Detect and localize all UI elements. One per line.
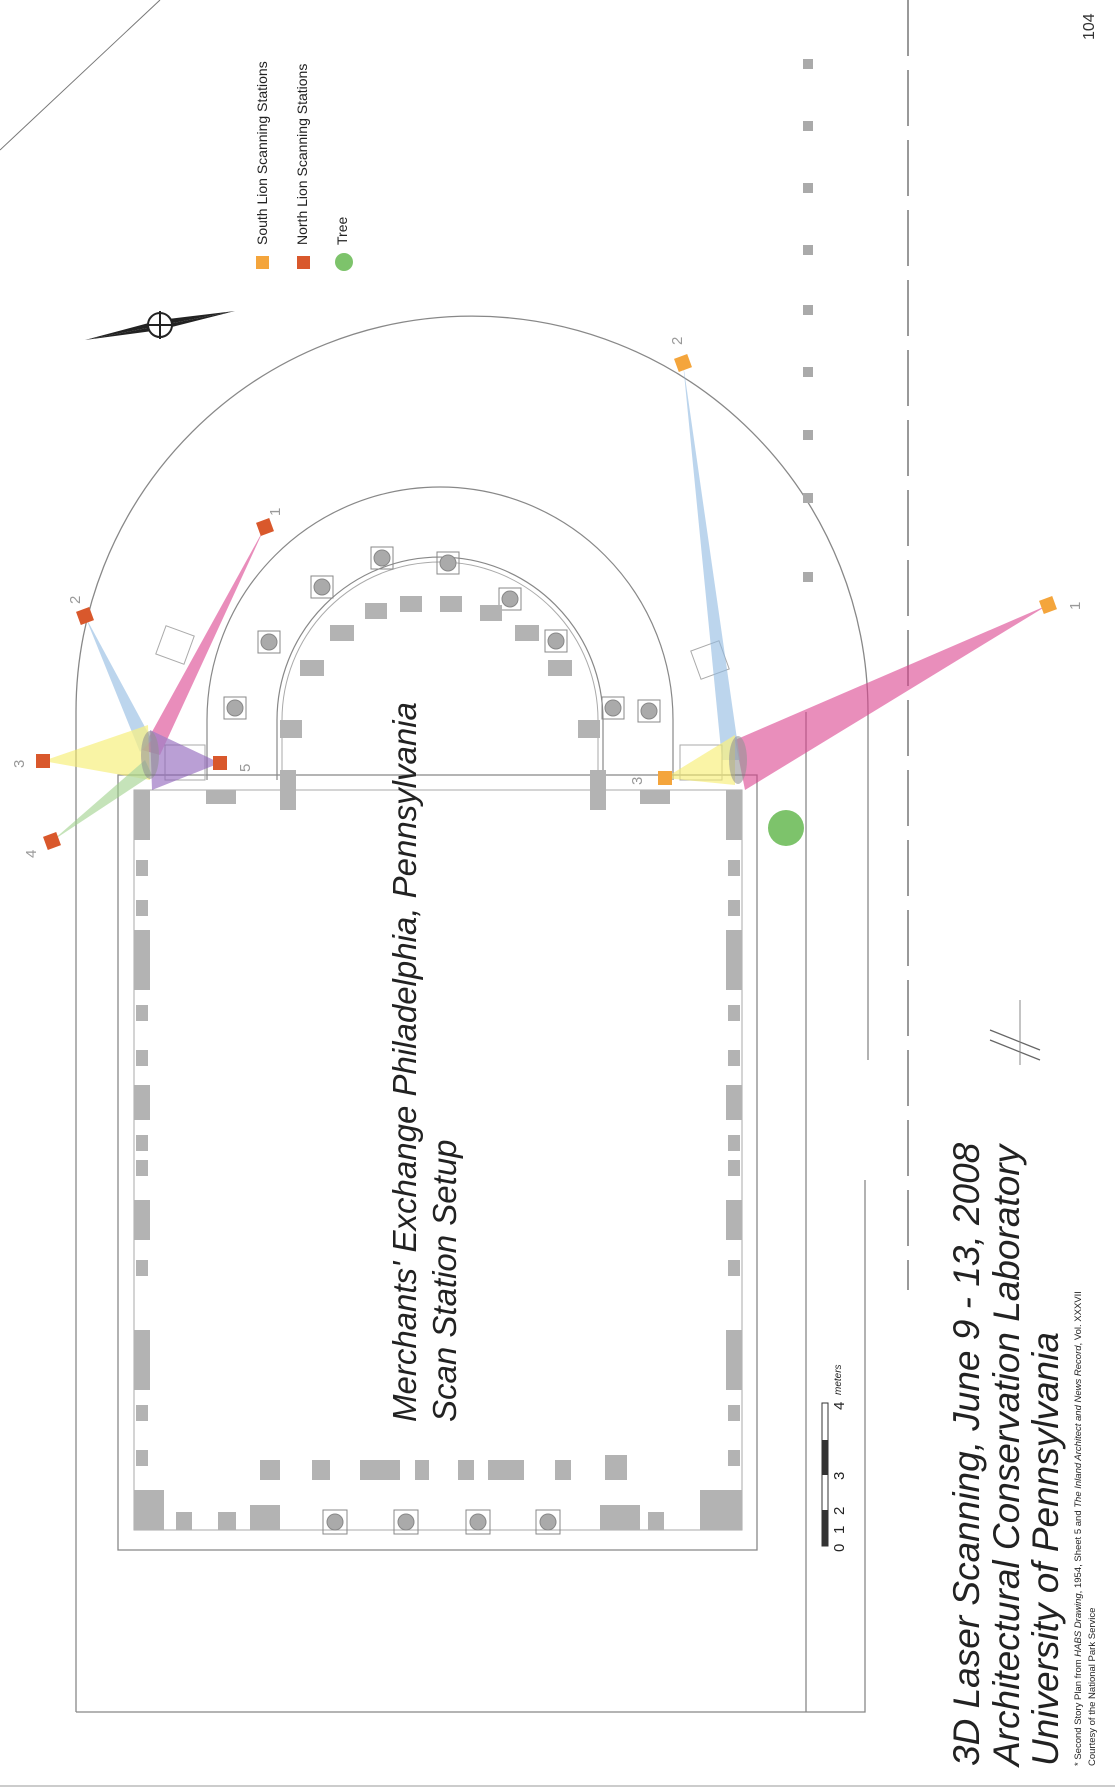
subtitle-line1: 3D Laser Scanning, June 9 - 13, 2008	[946, 1142, 987, 1766]
break-mark	[989, 1029, 1041, 1051]
site-boundary	[75, 315, 869, 1713]
drawing-title-line2: Scan Station Setup	[426, 1139, 463, 1422]
north-scan-pink	[142, 527, 265, 755]
bollard-row	[803, 59, 813, 582]
north-lion-scan-fields	[43, 527, 265, 841]
north-station-4	[43, 832, 61, 850]
north-station-1	[256, 518, 274, 536]
scale-label-3: 3	[831, 1471, 848, 1480]
footnote-line1: * Second Story Plan from HABS Drawing, 1…	[1073, 1291, 1084, 1766]
north-arrow-icon	[85, 311, 235, 340]
north-station-5	[213, 756, 227, 770]
diagonal-street-line	[0, 0, 161, 151]
tree-marker	[768, 810, 804, 846]
subtitle-line3: University of Pennsylvania	[1025, 1332, 1066, 1766]
north-scan-purple	[150, 730, 220, 790]
south-scan-blue	[683, 363, 740, 760]
south-station-3-label: 3	[629, 776, 646, 785]
south-station-1	[1039, 596, 1057, 614]
north-scan-yellow	[43, 725, 150, 780]
page-number: 104	[1081, 13, 1098, 40]
north-station-3-label: 3	[11, 759, 28, 768]
apse-colonnade	[155, 486, 730, 810]
legend-label-south: South Lion Scanning Stations	[254, 61, 270, 245]
south-lion	[729, 736, 747, 784]
south-station-2-label: 2	[669, 336, 686, 345]
north-station-2	[76, 607, 94, 625]
legend-swatch-north	[297, 256, 310, 269]
scale-label-4: 4	[831, 1401, 848, 1410]
north-scan-green	[52, 760, 152, 841]
legend-markers	[256, 253, 353, 271]
scale-label-2: 2	[831, 1506, 848, 1515]
south-station-2	[674, 354, 692, 372]
south-scan-pink	[735, 605, 1048, 790]
south-lion-scan-fields	[665, 363, 1048, 790]
legend-label-north: North Lion Scanning Stations	[294, 63, 310, 245]
subtitle-line2: Architectural Conservation Laboratory	[986, 1144, 1027, 1766]
legend-swatch-south	[256, 256, 269, 269]
north-station-3	[36, 754, 50, 768]
north-station-2-label: 2	[67, 595, 84, 604]
footnote-line2: Courtesy of the National Park Service	[1087, 1607, 1098, 1766]
south-station-1-label: 1	[1067, 601, 1084, 610]
drawing-title-line1: Merchants' Exchange Philadelphia, Pennsy…	[386, 702, 423, 1422]
south-scan-yellow	[665, 735, 735, 785]
scale-bar-graphic	[821, 1402, 829, 1547]
legend-swatch-tree	[335, 253, 353, 271]
scale-unit-label: meters	[833, 1364, 844, 1395]
south-station-3	[658, 771, 672, 785]
north-station-5-label: 5	[237, 763, 254, 772]
legend-label-tree: Tree	[334, 216, 350, 245]
north-lion	[141, 731, 159, 779]
south-lion-stations	[658, 354, 1057, 785]
north-scan-blue	[85, 616, 152, 752]
north-lion-stations	[36, 518, 274, 850]
north-station-1-label: 1	[267, 507, 284, 516]
scale-label-0: 0	[831, 1543, 848, 1552]
scale-label-1: 1	[831, 1525, 848, 1534]
north-station-4-label: 4	[23, 849, 40, 858]
